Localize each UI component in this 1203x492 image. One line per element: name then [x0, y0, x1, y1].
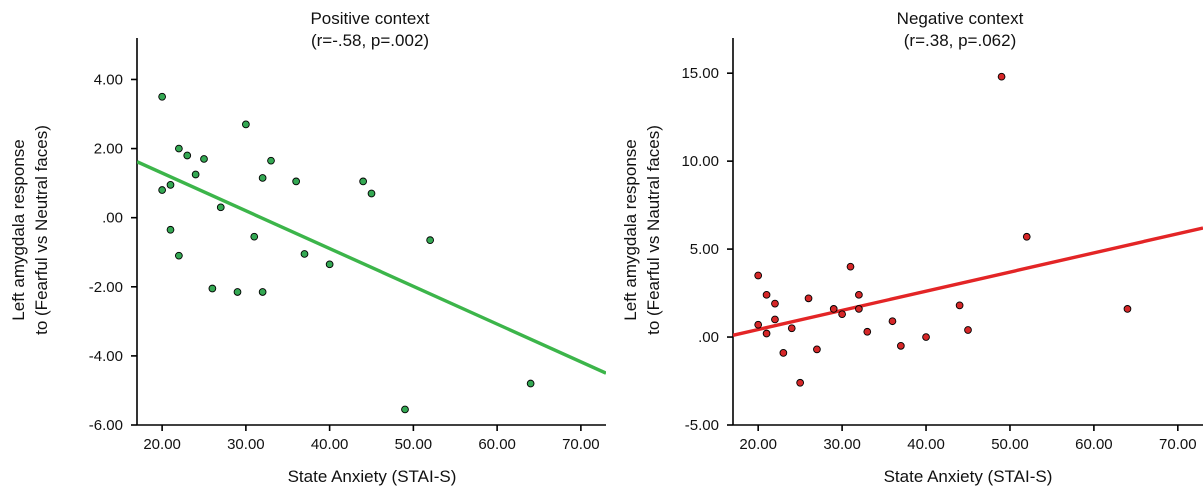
data-point — [158, 186, 166, 194]
data-point — [258, 174, 267, 182]
x-tick-label: 40.00 — [311, 436, 349, 453]
x-axis-label: State Anxiety (STAI-S) — [288, 467, 457, 486]
data-point — [846, 262, 855, 271]
data-point — [787, 324, 796, 333]
y-tick-label: 4.00 — [94, 71, 123, 88]
y-tick-label: -6.00 — [89, 417, 123, 434]
data-point — [922, 333, 930, 341]
data-point — [166, 181, 175, 189]
data-point — [754, 320, 763, 329]
data-point — [300, 250, 309, 258]
data-point — [762, 329, 771, 338]
chart-subtitle: (r=.38, p=.062) — [904, 31, 1016, 50]
data-point — [191, 170, 200, 179]
data-point — [779, 349, 788, 357]
chart-subtitle: (r=-.58, p=.002) — [311, 31, 429, 50]
chart-title: Positive context — [310, 9, 429, 28]
y-tick-label: 5.00 — [690, 241, 719, 258]
data-point — [208, 284, 217, 293]
data-point — [166, 225, 175, 234]
x-tick-label: 70.00 — [562, 436, 600, 453]
data-point — [183, 151, 192, 160]
data-point — [955, 301, 964, 310]
data-point — [838, 310, 846, 319]
y-tick-label: 10.00 — [681, 153, 719, 170]
data-point — [359, 177, 367, 186]
data-point — [526, 379, 535, 388]
x-tick-label: 50.00 — [991, 436, 1029, 453]
x-tick-label: 30.00 — [227, 436, 265, 453]
y-tick-label: .00 — [102, 210, 123, 227]
data-point — [813, 345, 821, 354]
data-point — [804, 294, 813, 303]
data-point — [897, 341, 905, 350]
x-axis-label: State Anxiety (STAI-S) — [884, 467, 1053, 486]
y-tick-label: 2.00 — [94, 141, 123, 158]
data-point — [258, 288, 267, 296]
data-point — [426, 236, 434, 244]
x-tick-label: 60.00 — [1075, 436, 1113, 453]
data-point — [233, 288, 242, 296]
y-axis-label-line2: to (Fearful vs Neutral faces) — [32, 125, 51, 335]
data-point — [762, 290, 771, 299]
x-tick-label: 40.00 — [907, 436, 945, 453]
x-tick-label: 50.00 — [395, 436, 433, 453]
data-point — [267, 156, 275, 165]
x-tick-label: 60.00 — [478, 436, 516, 453]
y-tick-label: 15.00 — [681, 65, 719, 82]
x-tick-label: 70.00 — [1159, 436, 1197, 453]
data-point — [292, 177, 300, 186]
y-tick-label: .00 — [698, 329, 719, 346]
y-axis-label-line1: Left amygdala response — [9, 139, 28, 320]
y-tick-label: -2.00 — [89, 279, 123, 296]
data-point — [216, 203, 225, 212]
data-point — [771, 299, 779, 308]
data-point — [754, 271, 763, 280]
data-point — [1123, 305, 1132, 313]
data-point — [242, 120, 250, 129]
chart-negative-context: Negative context (r=.38, p=.062) Left am… — [621, 9, 1203, 486]
data-point — [829, 305, 838, 313]
data-point — [863, 327, 872, 336]
y-axis-label-line1: Left amygdala response — [621, 139, 640, 320]
data-point — [175, 144, 183, 153]
chart-title: Negative context — [897, 9, 1024, 28]
plot-area: 4.00 2.00 .00 -2.00 -4.00 -6.00 20.00 30.00 40.0… — [89, 38, 606, 453]
data-point — [200, 155, 208, 163]
data-point — [964, 326, 972, 334]
chart-positive-context: Positive context (r=-.58, p=.002) Left a… — [9, 9, 606, 486]
y-tick-label: -5.00 — [685, 417, 719, 434]
data-point — [250, 232, 259, 241]
data-point — [855, 290, 863, 299]
regression-line — [733, 226, 1203, 337]
data-point — [401, 405, 409, 414]
y-tick-label: -4.00 — [89, 348, 123, 365]
regression-line — [137, 160, 606, 375]
x-tick-label: 20.00 — [739, 436, 777, 453]
data-point — [367, 189, 376, 198]
x-tick-label: 20.00 — [143, 436, 181, 453]
data-point — [175, 251, 183, 260]
data-point — [1022, 232, 1031, 241]
data-point — [771, 315, 779, 324]
x-tick-label: 30.00 — [823, 436, 861, 453]
data-point — [997, 72, 1006, 81]
data-point — [888, 317, 897, 326]
data-point — [325, 260, 334, 269]
data-point — [796, 378, 804, 387]
plot-area: 15.00 10.00 5.00 .00 -5.00 20.00 30.00 40.00 50.… — [681, 38, 1203, 453]
y-axis-label-line2: to (Fearful vs Nautral faces) — [644, 125, 663, 335]
data-point — [855, 305, 863, 313]
data-point — [158, 92, 166, 101]
